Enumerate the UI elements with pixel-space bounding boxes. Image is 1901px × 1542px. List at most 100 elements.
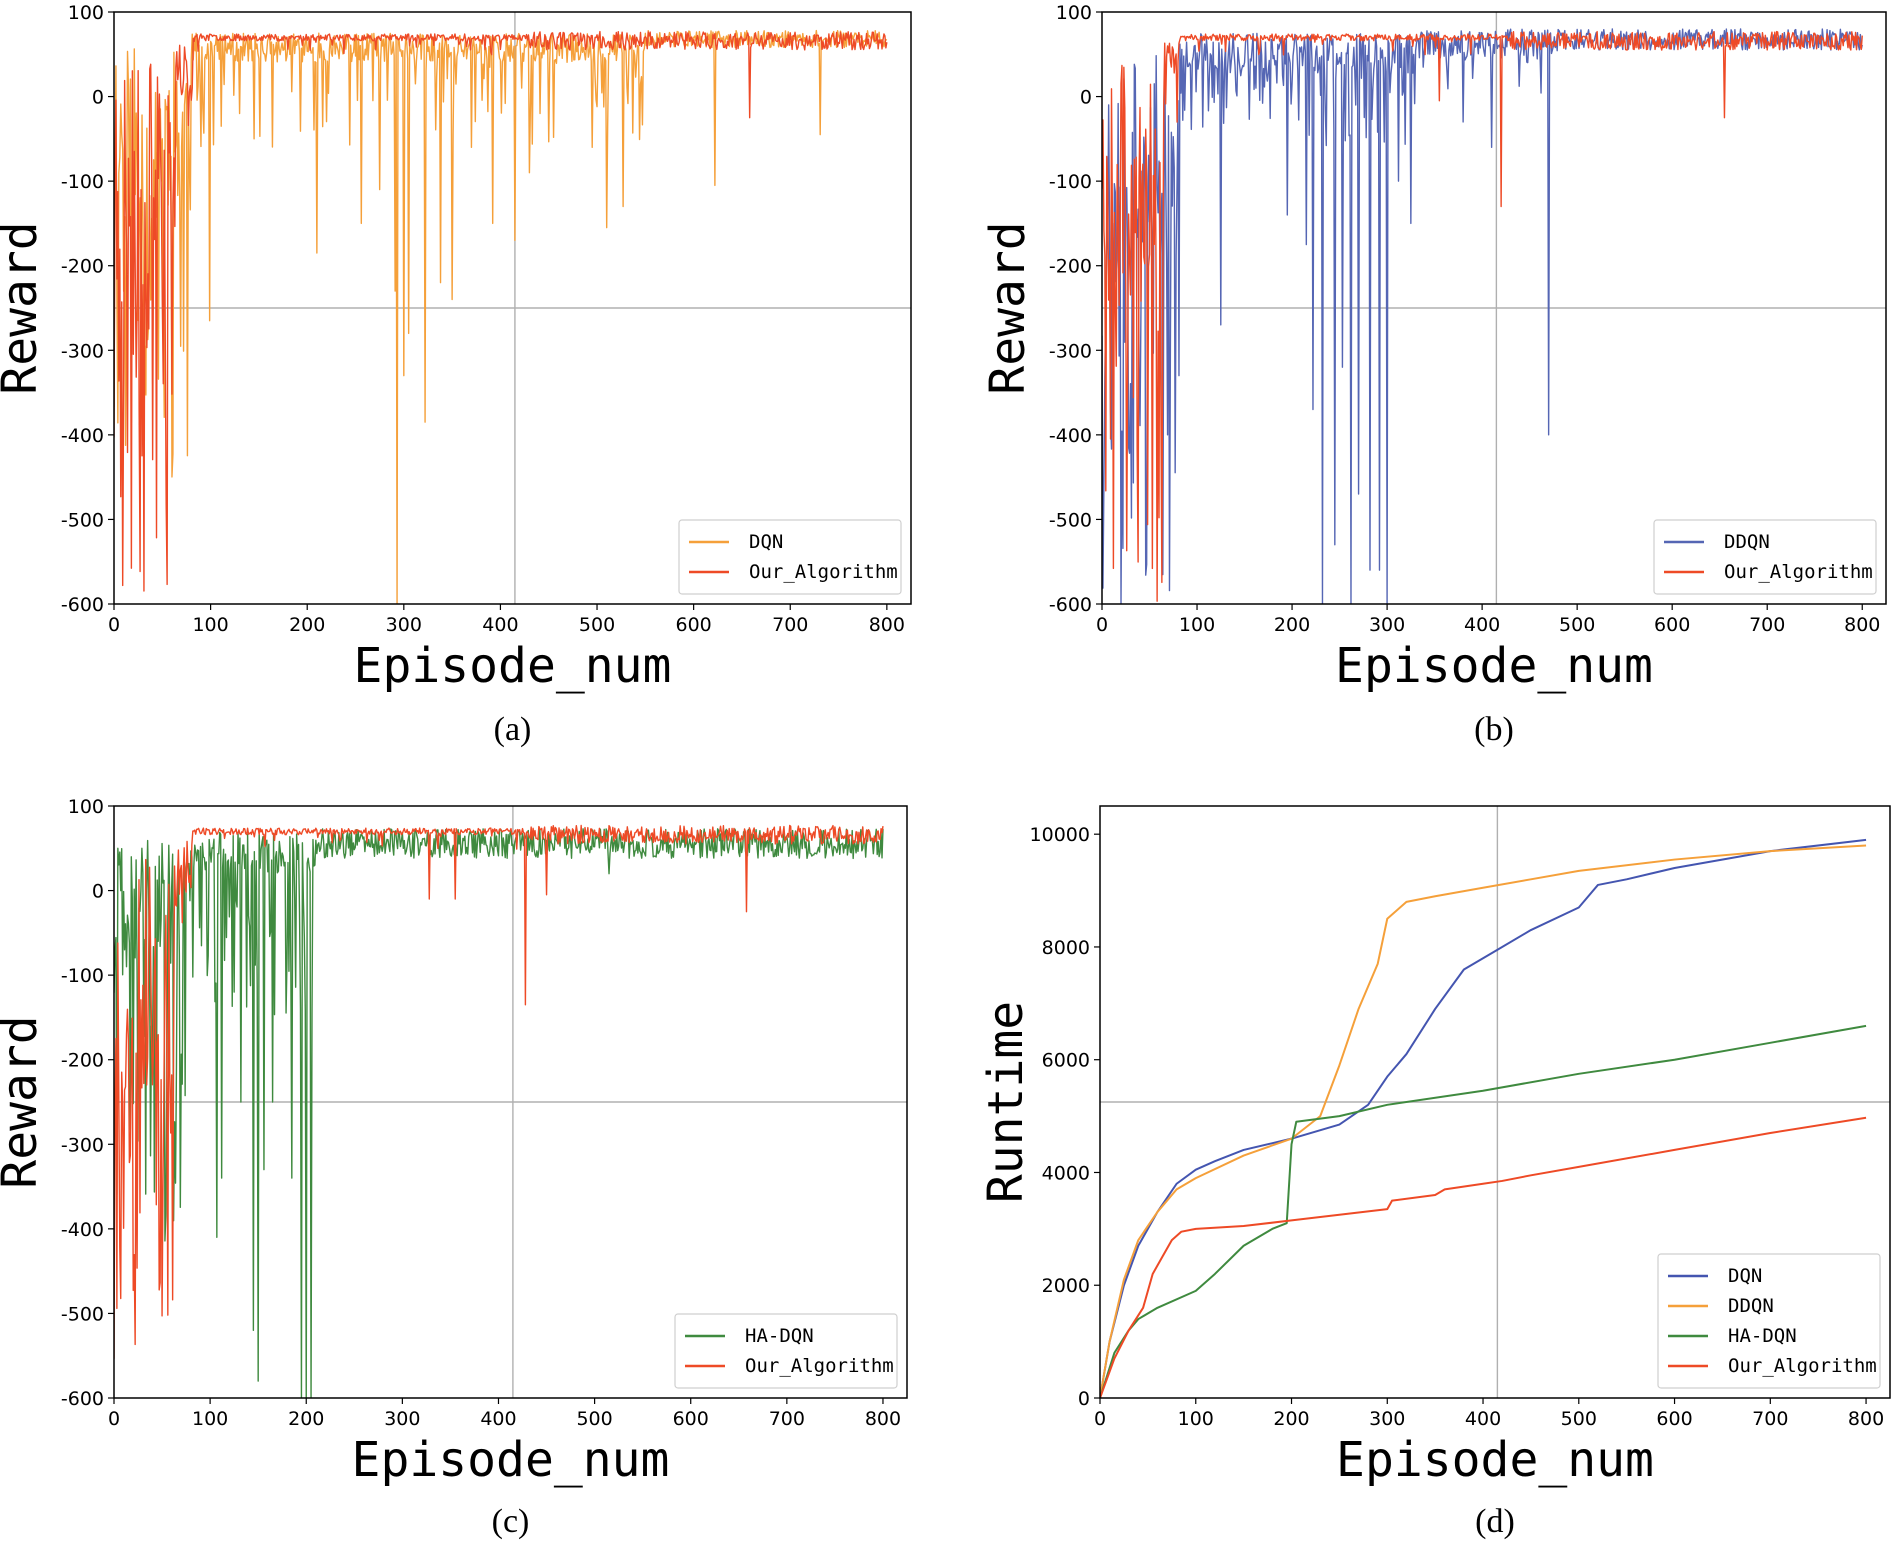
- panel-caption: (d): [1475, 1503, 1515, 1540]
- series-line-ha-dqn: [1100, 1024, 1867, 1398]
- y-tick-label: -200: [61, 256, 104, 278]
- x-axis-label: Episode_num: [352, 1432, 670, 1488]
- series-line-ddqn: [1102, 28, 1863, 604]
- legend-label: DDQN: [1724, 531, 1770, 553]
- y-axis-label: Reward: [0, 221, 48, 394]
- y-tick-label: 0: [1078, 1388, 1090, 1410]
- legend: HA-DQN Our_Algorithm: [674, 1313, 898, 1389]
- y-tick-label: -600: [1049, 594, 1092, 616]
- y-axis-label: Reward: [0, 1015, 48, 1188]
- x-tick-label: 700: [772, 614, 808, 636]
- legend-label: HA-DQN: [1728, 1325, 1797, 1347]
- y-axis-label: Reward: [980, 221, 1036, 394]
- y-tick-label: -300: [61, 340, 104, 362]
- legend-label: HA-DQN: [745, 1325, 814, 1347]
- x-tick-label: 800: [865, 1408, 901, 1430]
- y-tick-label: -500: [1049, 509, 1092, 531]
- legend-label: Our_Algorithm: [745, 1355, 894, 1377]
- x-tick-label: 400: [480, 1408, 516, 1430]
- legend-label: Our_Algorithm: [749, 561, 898, 583]
- x-tick-label: 300: [1369, 614, 1405, 636]
- x-tick-label: 300: [1369, 1408, 1405, 1430]
- legend-label: DQN: [1728, 1265, 1762, 1287]
- legend-box: [678, 519, 902, 595]
- axes-frame: [1099, 805, 1891, 1399]
- legend-label: Our_Algorithm: [1724, 561, 1873, 583]
- y-tick-label: -500: [61, 1303, 104, 1325]
- x-tick-label: 700: [1749, 614, 1785, 636]
- y-tick-label: 100: [68, 796, 104, 818]
- y-tick-label: -500: [61, 509, 104, 531]
- axes-frame: [113, 805, 908, 1399]
- legend: DQN DDQN HA-DQN Our_Algorithm: [1657, 1253, 1881, 1389]
- plot-area: [1102, 28, 1863, 604]
- y-tick-label: 10000: [1030, 824, 1090, 846]
- x-tick-label: 400: [1464, 614, 1500, 636]
- y-tick-label: -300: [1049, 340, 1092, 362]
- x-axis-label: Episode_num: [1336, 1432, 1654, 1488]
- series-line-ha-dqn: [114, 828, 884, 1398]
- plot-area: [1100, 838, 1867, 1398]
- panel-d: 0 100 200 300 400 500 600 700 8000 2000 4000 6000 80…: [978, 805, 1891, 1540]
- y-tick-label: 0: [92, 87, 104, 109]
- y-tick-label: 2000: [1042, 1275, 1090, 1297]
- y-tick-label: -100: [61, 171, 104, 193]
- x-tick-label: 600: [1656, 1408, 1692, 1430]
- x-tick-label: 100: [192, 614, 228, 636]
- x-tick-label: 400: [1465, 1408, 1501, 1430]
- series-line-our-algorithm: [114, 30, 888, 592]
- x-tick-label: 500: [1559, 614, 1595, 636]
- legend-label: Our_Algorithm: [1728, 1355, 1877, 1377]
- series-line-dqn: [114, 29, 888, 604]
- y-tick-label: 100: [68, 2, 104, 24]
- y-tick-label: -300: [61, 1134, 104, 1156]
- y-tick-label: -600: [61, 1388, 104, 1410]
- x-tick-label: 800: [1844, 614, 1880, 636]
- y-tick-label: -200: [1049, 256, 1092, 278]
- x-tick-label: 300: [384, 1408, 420, 1430]
- x-tick-label: 200: [1273, 1408, 1309, 1430]
- series-line-ddqn: [1100, 844, 1867, 1398]
- x-tick-label: 600: [1654, 614, 1690, 636]
- legend: DDQN Our_Algorithm: [1653, 519, 1877, 595]
- x-tick-label: 200: [289, 614, 325, 636]
- panel-c: 0 100 200 300 400 500 600 700 800 100 0 -100 -200 -30…: [0, 796, 908, 1540]
- y-tick-label: -400: [61, 1219, 104, 1241]
- x-tick-label: 800: [1848, 1408, 1884, 1430]
- x-tick-label: 100: [192, 1408, 228, 1430]
- panel-caption: (a): [494, 711, 532, 748]
- x-tick-label: 700: [1752, 1408, 1788, 1430]
- axes-frame: [113, 11, 912, 605]
- x-tick-label: 0: [108, 614, 120, 636]
- y-tick-label: 4000: [1042, 1162, 1090, 1184]
- y-tick-label: 8000: [1042, 937, 1090, 959]
- axes-frame: [1101, 11, 1887, 605]
- y-tick-label: -100: [61, 965, 104, 987]
- x-tick-label: 400: [482, 614, 518, 636]
- x-tick-label: 600: [673, 1408, 709, 1430]
- y-tick-label: -400: [61, 425, 104, 447]
- y-tick-label: -200: [61, 1050, 104, 1072]
- plot-area: [114, 824, 884, 1398]
- plot-area: [114, 29, 888, 604]
- x-tick-label: 500: [579, 614, 615, 636]
- legend-box: [1653, 519, 1877, 595]
- x-tick-label: 300: [386, 614, 422, 636]
- y-tick-label: -100: [1049, 171, 1092, 193]
- series-line-our-algorithm: [1102, 30, 1863, 602]
- y-tick-label: 0: [1080, 87, 1092, 109]
- x-tick-label: 500: [1561, 1408, 1597, 1430]
- x-tick-label: 200: [288, 1408, 324, 1430]
- panel-caption: (b): [1474, 711, 1514, 748]
- x-tick-label: 0: [108, 1408, 120, 1430]
- legend-label: DDQN: [1728, 1295, 1774, 1317]
- series-line-our-algorithm: [114, 824, 884, 1359]
- y-tick-label: 100: [1056, 2, 1092, 24]
- panel-a: 0 100 200 300 400 500 600 700 800 100 0 -100 -200 -30…: [0, 2, 912, 748]
- legend-box: [674, 1313, 898, 1389]
- x-tick-label: 100: [1178, 1408, 1214, 1430]
- x-tick-label: 500: [576, 1408, 612, 1430]
- x-tick-label: 200: [1274, 614, 1310, 636]
- y-tick-label: 6000: [1042, 1050, 1090, 1072]
